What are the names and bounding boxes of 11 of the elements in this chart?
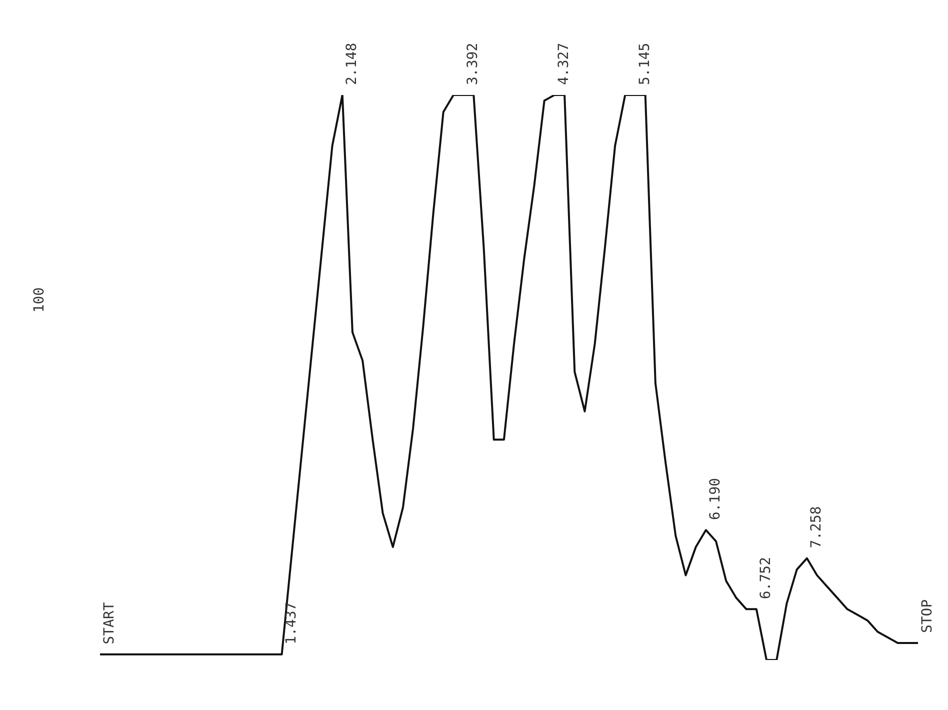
annotation: 6.190: [708, 478, 724, 520]
annotation: START: [102, 602, 118, 644]
text: 5.145: [636, 42, 653, 85]
text: 4.327: [556, 42, 572, 85]
text: 2.148: [344, 42, 360, 85]
text: 3.392: [465, 42, 482, 85]
annotation: 1.437: [283, 602, 300, 644]
annotation: 7.258: [808, 506, 825, 548]
annotation: 6.752: [758, 556, 774, 600]
annotation: STOP: [920, 599, 936, 634]
text: 100: [32, 287, 48, 313]
